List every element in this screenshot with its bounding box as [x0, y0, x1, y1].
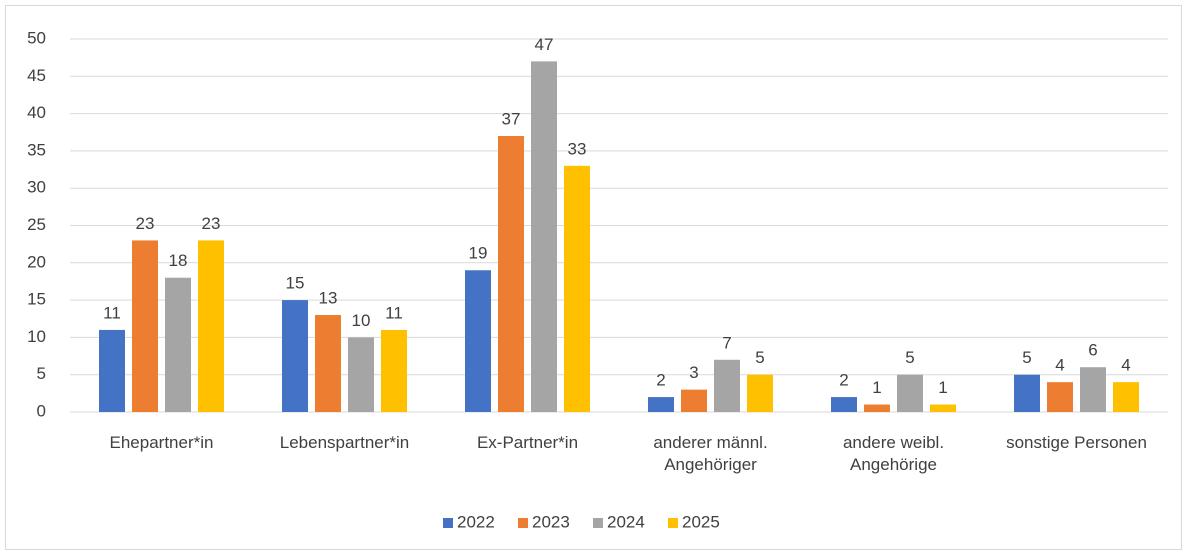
y-tick-label: 0	[37, 401, 46, 420]
data-label: 7	[722, 333, 731, 352]
bar	[714, 359, 740, 412]
bar	[648, 397, 674, 412]
data-label: 19	[469, 244, 488, 263]
data-label: 5	[755, 348, 764, 367]
legend-label: 2024	[607, 512, 645, 531]
data-label: 5	[905, 348, 914, 367]
bar	[930, 404, 956, 412]
bar	[132, 240, 158, 412]
bar	[831, 397, 857, 412]
bar	[498, 135, 524, 413]
y-tick-label: 30	[27, 178, 46, 197]
data-label: 2	[656, 371, 665, 390]
y-tick-label: 5	[37, 364, 46, 383]
data-label: 1	[872, 378, 881, 397]
data-label: 33	[568, 139, 587, 158]
y-tick-label: 20	[27, 252, 46, 271]
data-label: 1	[938, 378, 947, 397]
data-label: 11	[385, 303, 403, 322]
bar	[1113, 382, 1139, 412]
bar	[531, 61, 557, 412]
bar	[198, 240, 224, 412]
y-tick-label: 10	[27, 327, 46, 346]
legend-label: 2023	[532, 512, 570, 531]
bar	[99, 329, 125, 412]
data-label: 4	[1055, 356, 1064, 375]
data-label: 4	[1121, 356, 1130, 375]
bar	[282, 300, 308, 412]
bar	[381, 329, 407, 412]
bar	[1080, 367, 1106, 412]
data-label: 18	[169, 251, 188, 270]
bar	[315, 315, 341, 412]
x-tick-label: Lebenspartner*in	[279, 433, 410, 452]
y-tick-label: 35	[27, 140, 46, 159]
x-tick-label: sonstige Personen	[1006, 433, 1147, 452]
x-tick-label: andere weibl. Angehörige	[842, 433, 945, 474]
y-tick-label: 15	[27, 290, 46, 309]
data-label: 23	[202, 214, 221, 233]
x-tick-label: anderer männl. Angehöriger	[653, 433, 768, 474]
data-label: 47	[535, 35, 554, 54]
data-label: 23	[136, 214, 155, 233]
legend-swatch	[668, 518, 678, 528]
data-label: 37	[502, 109, 521, 128]
legend-swatch	[593, 518, 603, 528]
legend-label: 2022	[457, 512, 495, 531]
x-tick-label: Ehepartner*in	[109, 433, 214, 452]
bar	[1047, 382, 1073, 412]
data-label: 2	[839, 371, 848, 390]
y-tick-label: 25	[27, 215, 46, 234]
bar	[465, 270, 491, 412]
legend-swatch	[518, 518, 528, 528]
bar	[864, 404, 890, 412]
bar	[348, 337, 374, 412]
data-label: 11	[103, 303, 121, 322]
bar	[165, 277, 191, 412]
bar	[564, 165, 590, 412]
bar	[897, 374, 923, 412]
data-label: 6	[1088, 341, 1097, 360]
y-tick-label: 40	[27, 103, 46, 122]
y-tick-label: 50	[27, 28, 46, 47]
data-label: 10	[352, 311, 371, 330]
y-tick-label: 45	[27, 66, 46, 85]
bar	[681, 389, 707, 412]
legend-label: 2025	[682, 512, 720, 531]
data-label: 5	[1022, 348, 1031, 367]
x-tick-label: Ex-Partner*in	[476, 433, 579, 452]
legend-swatch	[443, 518, 453, 528]
frame	[5, 5, 1182, 550]
bar	[747, 374, 773, 412]
data-label: 13	[319, 289, 338, 308]
data-label: 3	[689, 363, 698, 382]
bar	[1014, 374, 1040, 412]
data-label: 15	[286, 274, 305, 293]
